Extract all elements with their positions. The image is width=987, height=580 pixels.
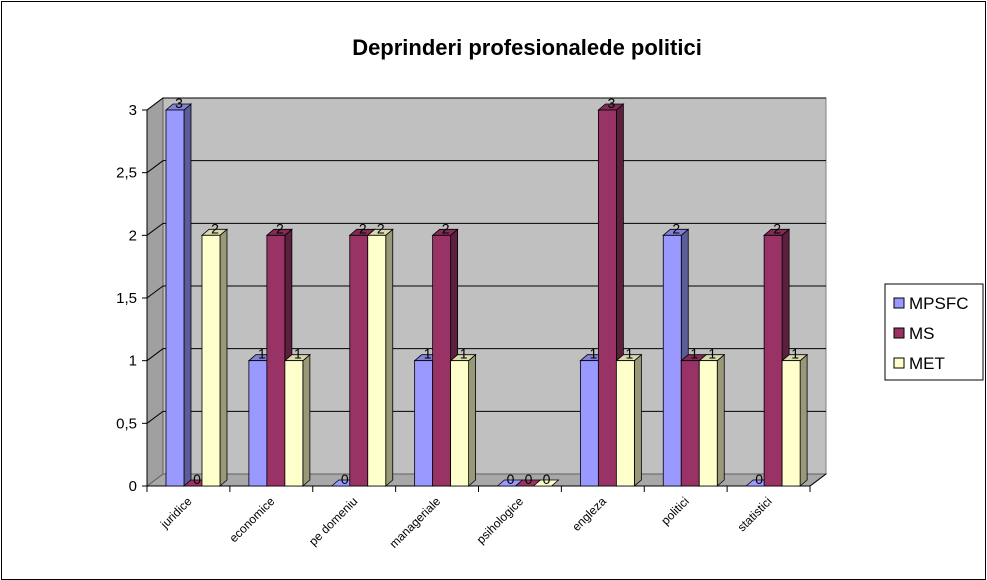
bar-front xyxy=(662,234,682,487)
bar-front xyxy=(597,109,617,487)
bar-flat xyxy=(532,479,560,487)
bar-side xyxy=(183,103,192,487)
bar-mpsfc-0 xyxy=(164,103,193,487)
y-tick-label: 1,5 xyxy=(116,290,137,307)
bar-front xyxy=(763,234,783,487)
bar-ms-5 xyxy=(597,103,625,487)
y-tick-label: 0 xyxy=(129,478,137,495)
data-label: 1 xyxy=(460,346,468,362)
data-label: 1 xyxy=(708,346,716,362)
data-label: 1 xyxy=(625,346,633,362)
data-label: 2 xyxy=(359,220,367,236)
data-label: 3 xyxy=(607,95,615,111)
legend-swatch xyxy=(893,297,905,309)
bar-side xyxy=(219,228,228,487)
x-tick-label: pe domeniu xyxy=(306,494,360,548)
bar-front xyxy=(450,360,470,487)
bar-met-2 xyxy=(366,228,394,487)
bar-front xyxy=(284,360,304,487)
bar-front xyxy=(680,360,700,487)
legend-swatch xyxy=(893,357,905,369)
data-label: 1 xyxy=(294,346,302,362)
plot-area: 0 0,5 1 1,5 2 2,5 3 juridice 3 0 2 economice 1 2 1 pe d… xyxy=(116,95,828,551)
y-tick-label: 1 xyxy=(129,353,137,370)
data-label: 0 xyxy=(525,471,533,487)
legend: MPSFC MS MET xyxy=(884,283,984,381)
bar-front xyxy=(367,234,387,487)
bar-met-6 xyxy=(698,353,726,487)
x-tick-label: economice xyxy=(227,494,278,545)
data-label: 0 xyxy=(543,471,551,487)
data-label: 1 xyxy=(791,346,799,362)
bar-front xyxy=(615,360,635,487)
bar-front xyxy=(432,234,452,487)
bar-met-5 xyxy=(615,353,643,487)
gridline xyxy=(146,97,826,111)
data-label: 0 xyxy=(341,471,349,487)
chart-title: Deprinderi profesionalede politici xyxy=(352,35,702,60)
bar-front xyxy=(781,360,801,487)
bar-side xyxy=(633,353,642,487)
data-label: 2 xyxy=(442,220,450,236)
bar-met-4 xyxy=(532,479,560,487)
y-tick-label: 0,5 xyxy=(116,415,137,432)
bar-front xyxy=(349,234,369,487)
data-label: 2 xyxy=(276,220,284,236)
data-label: 0 xyxy=(193,471,201,487)
bar-front xyxy=(165,109,185,487)
x-tick-label: manageriale xyxy=(387,494,444,551)
legend-swatch xyxy=(893,327,905,339)
bar-side xyxy=(302,353,311,487)
data-label: 2 xyxy=(211,220,219,236)
bar-front xyxy=(698,360,718,487)
bar-front xyxy=(579,360,599,487)
y-tick-label: 2,5 xyxy=(116,165,137,182)
y-tick-label: 2 xyxy=(129,227,137,244)
bar-met-0 xyxy=(200,228,229,487)
x-tick-label: juridice xyxy=(157,494,195,532)
bar-front xyxy=(414,360,434,487)
y-tick-label: 3 xyxy=(129,102,137,119)
bar-met-3 xyxy=(449,353,477,487)
data-label: 2 xyxy=(773,220,781,236)
data-label: 1 xyxy=(424,346,432,362)
bar-side xyxy=(799,353,808,487)
bar-front xyxy=(266,234,286,487)
bar-side xyxy=(716,353,725,487)
x-tick-label: engleza xyxy=(569,494,609,534)
x-tick-label: psihologice xyxy=(474,494,527,547)
bar-side xyxy=(385,228,394,487)
bar-front xyxy=(248,360,268,487)
data-label: 2 xyxy=(377,220,385,236)
bar-met-7 xyxy=(781,353,809,487)
data-label: 1 xyxy=(690,346,698,362)
x-tick-label: statistici xyxy=(735,494,775,534)
data-label: 0 xyxy=(507,471,515,487)
data-label: 1 xyxy=(258,346,266,362)
data-label: 2 xyxy=(672,220,680,236)
legend-label: MS xyxy=(909,324,935,343)
bar-front xyxy=(201,234,221,487)
bar-met-1 xyxy=(283,353,311,487)
legend-label: MET xyxy=(909,354,945,373)
data-label: 1 xyxy=(589,346,597,362)
legend-label: MPSFC xyxy=(909,294,969,313)
bar-side xyxy=(468,353,477,487)
data-label: 3 xyxy=(175,95,183,111)
data-label: 0 xyxy=(755,471,763,487)
x-tick-label: politici xyxy=(658,494,691,527)
